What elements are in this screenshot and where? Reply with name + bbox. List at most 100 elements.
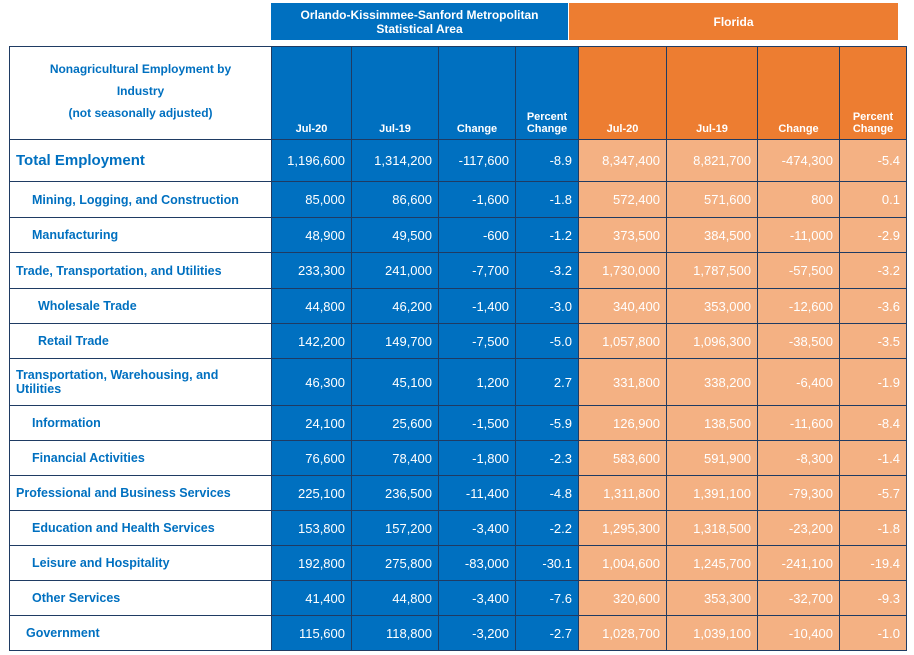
industry-name: Transportation, Warehousing, and Utiliti…: [9, 358, 272, 406]
industry-name: Trade, Transportation, and Utilities: [9, 252, 272, 289]
orlando-jul19-cell: 1,314,200: [351, 139, 439, 182]
florida-percent-change-cell: -1.4: [839, 440, 907, 476]
header-label-line2: Industry: [116, 84, 165, 98]
orlando-change-header: Change: [438, 46, 516, 140]
florida-percent-change-cell: -2.9: [839, 217, 907, 253]
florida-jul19-cell: 384,500: [666, 217, 758, 253]
header-label-line3: (not seasonally adjusted): [68, 106, 213, 120]
orlando-change-cell: 1,200: [438, 358, 516, 406]
industry-name: Information: [9, 405, 272, 441]
florida-jul19-cell: 8,821,700: [666, 139, 758, 182]
florida-jul19-cell: 1,039,100: [666, 615, 758, 651]
orlando-percent-change-cell: -7.6: [515, 580, 579, 616]
orlando-change-cell: -11,400: [438, 475, 516, 511]
orlando-jul19-cell: 45,100: [351, 358, 439, 406]
orlando-jul20-cell: 46,300: [271, 358, 352, 406]
florida-change-cell: -11,000: [757, 217, 840, 253]
florida-jul20-cell: 126,900: [578, 405, 667, 441]
table-row: Mining, Logging, and Construction 85,000 8…: [9, 181, 907, 218]
florida-jul20-cell: 1,311,800: [578, 475, 667, 511]
orlando-percent-change-cell: -1.2: [515, 217, 579, 253]
orlando-jul20-cell: 85,000: [271, 181, 352, 218]
table-row: Trade, Transportation, and Utilities 233,…: [9, 252, 907, 289]
header-row: Nonagricultural Employment by Industry (…: [9, 46, 907, 140]
orlando-jul20-cell: 153,800: [271, 510, 352, 546]
orlando-percent-change-cell: -4.8: [515, 475, 579, 511]
orlando-jul20-cell: 41,400: [271, 580, 352, 616]
orlando-jul20-cell: 142,200: [271, 323, 352, 359]
orlando-percent-change-cell: -5.9: [515, 405, 579, 441]
orlando-jul19-cell: 25,600: [351, 405, 439, 441]
florida-change-cell: 800: [757, 181, 840, 218]
florida-banner: Florida: [569, 3, 898, 40]
florida-change-cell: -23,200: [757, 510, 840, 546]
orlando-msa-banner: Orlando-Kissimmee-Sanford Metropolitan S…: [271, 3, 568, 40]
florida-jul20-cell: 1,730,000: [578, 252, 667, 289]
industry-name: Professional and Business Services: [9, 475, 272, 511]
orlando-jul19-header: Jul-19: [351, 46, 439, 140]
florida-change-cell: -6,400: [757, 358, 840, 406]
florida-jul20-cell: 1,057,800: [578, 323, 667, 359]
florida-jul19-cell: 571,600: [666, 181, 758, 218]
industry-name: Retail Trade: [9, 323, 272, 359]
orlando-percent-change-cell: 2.7: [515, 358, 579, 406]
florida-jul20-cell: 331,800: [578, 358, 667, 406]
orlando-jul20-cell: 115,600: [271, 615, 352, 651]
florida-jul19-cell: 138,500: [666, 405, 758, 441]
table-row: Total Employment 1,196,600 1,314,200 -117,6…: [9, 139, 907, 182]
florida-percent-change-cell: -3.6: [839, 288, 907, 324]
orlando-jul20-cell: 44,800: [271, 288, 352, 324]
florida-jul19-header: Jul-19: [666, 46, 758, 140]
florida-jul19-cell: 1,096,300: [666, 323, 758, 359]
florida-jul19-cell: 591,900: [666, 440, 758, 476]
florida-change-cell: -32,700: [757, 580, 840, 616]
florida-jul20-cell: 320,600: [578, 580, 667, 616]
industry-name: Total Employment: [9, 139, 272, 182]
florida-jul20-cell: 1,028,700: [578, 615, 667, 651]
orlando-jul20-cell: 1,196,600: [271, 139, 352, 182]
table-row: Retail Trade 142,200 149,700 -7,500 -5.0 1,05…: [9, 323, 907, 359]
orlando-change-cell: -117,600: [438, 139, 516, 182]
industry-name: Financial Activities: [9, 440, 272, 476]
florida-jul20-cell: 572,400: [578, 181, 667, 218]
orlando-percent-change-cell: -3.2: [515, 252, 579, 289]
table-row: Wholesale Trade 44,800 46,200 -1,400 -3.0 340…: [9, 288, 907, 324]
industry-name: Education and Health Services: [9, 510, 272, 546]
florida-jul20-cell: 1,004,600: [578, 545, 667, 581]
florida-change-cell: -8,300: [757, 440, 840, 476]
orlando-percent-change-cell: -30.1: [515, 545, 579, 581]
florida-jul19-cell: 1,318,500: [666, 510, 758, 546]
orlando-change-cell: -1,400: [438, 288, 516, 324]
florida-change-cell: -38,500: [757, 323, 840, 359]
industry-name: Government: [9, 615, 272, 651]
orlando-jul20-cell: 24,100: [271, 405, 352, 441]
florida-jul20-cell: 8,347,400: [578, 139, 667, 182]
industry-name: Leisure and Hospitality: [9, 545, 272, 581]
industry-column-header: Nonagricultural Employment by Industry (…: [9, 46, 272, 140]
florida-jul19-cell: 353,300: [666, 580, 758, 616]
orlando-jul19-cell: 241,000: [351, 252, 439, 289]
orlando-percent-change-cell: -5.0: [515, 323, 579, 359]
florida-change-cell: -474,300: [757, 139, 840, 182]
florida-change-cell: -11,600: [757, 405, 840, 441]
orlando-jul19-cell: 44,800: [351, 580, 439, 616]
orlando-jul20-cell: 225,100: [271, 475, 352, 511]
orlando-jul20-cell: 233,300: [271, 252, 352, 289]
florida-percent-change-cell: -3.5: [839, 323, 907, 359]
florida-jul19-cell: 1,245,700: [666, 545, 758, 581]
table-row: Transportation, Warehousing, and Utiliti…: [9, 358, 907, 406]
florida-percent-change-cell: -5.4: [839, 139, 907, 182]
florida-change-cell: -10,400: [757, 615, 840, 651]
orlando-percent-change-cell: -8.9: [515, 139, 579, 182]
florida-percent-change-cell: 0.1: [839, 181, 907, 218]
florida-jul19-cell: 338,200: [666, 358, 758, 406]
table-row: Government 115,600 118,800 -3,200 -2.7 1,028,…: [9, 615, 907, 651]
florida-jul19-cell: 1,787,500: [666, 252, 758, 289]
table-row: Information 24,100 25,600 -1,500 -5.9 126,900…: [9, 405, 907, 441]
table-row: Education and Health Services 153,800 157,…: [9, 510, 907, 546]
orlando-change-cell: -1,800: [438, 440, 516, 476]
table-row: Professional and Business Services 225,10…: [9, 475, 907, 511]
florida-jul20-cell: 583,600: [578, 440, 667, 476]
orlando-change-cell: -1,600: [438, 181, 516, 218]
florida-percent-change-cell: -1.9: [839, 358, 907, 406]
